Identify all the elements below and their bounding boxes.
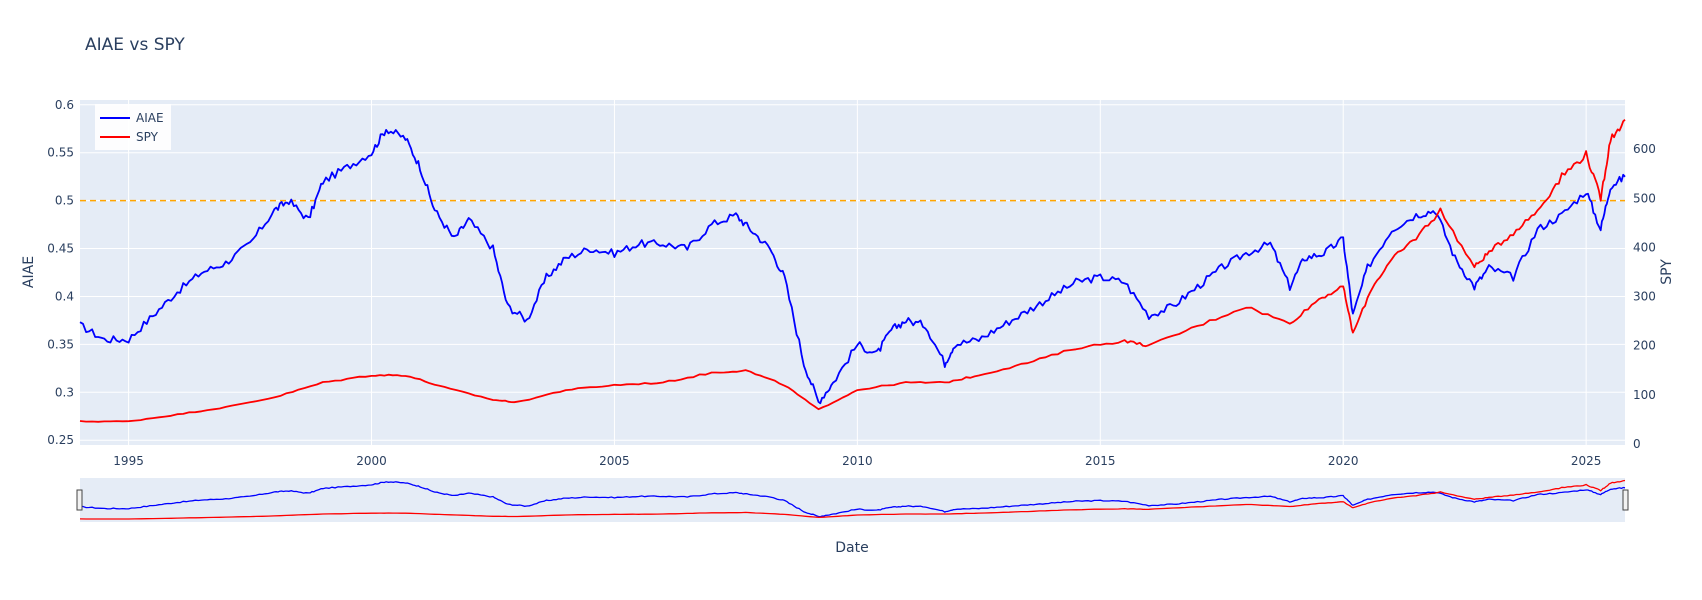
x-tick-label: 2015: [1085, 454, 1116, 468]
x-tick-label: 2005: [599, 454, 630, 468]
y-tick-label: 0.25: [47, 433, 74, 447]
range-slider-handle-left[interactable]: [76, 489, 83, 511]
x-tick-label: 2025: [1571, 454, 1602, 468]
series-lines: [79, 119, 1626, 423]
slider-line-spy: [79, 479, 1626, 520]
y2-axis: 0 100 200 300 400 500 600: [1633, 142, 1656, 451]
y-tick-label: 0.55: [47, 146, 74, 160]
series-line-spy: [79, 119, 1626, 423]
y-tick-label: 0.4: [55, 289, 74, 303]
x-tick-label: 2000: [356, 454, 387, 468]
x-tick-label: 1995: [113, 454, 144, 468]
legend-item-spy[interactable]: SPY: [100, 130, 159, 144]
range-slider-series: [79, 479, 1626, 520]
y2-tick-label: 600: [1633, 142, 1656, 156]
slider-line-aiae: [79, 481, 1626, 518]
y-axis-title: AIAE: [21, 256, 37, 288]
legend-label-spy: SPY: [136, 130, 159, 144]
legend-label-aiae: AIAE: [136, 111, 164, 125]
x-axis-title: Date: [835, 540, 868, 556]
legend-box: [95, 104, 171, 150]
y2-tick-label: 100: [1633, 388, 1656, 402]
legend-item-aiae[interactable]: AIAE: [100, 111, 164, 125]
range-slider[interactable]: [76, 478, 1629, 522]
x-tick-label: 2020: [1328, 454, 1359, 468]
y2-tick-label: 400: [1633, 240, 1656, 254]
y-tick-label: 0.45: [47, 242, 74, 256]
chart-title: AIAE vs SPY: [85, 35, 185, 55]
y-tick-label: 0.3: [55, 385, 74, 399]
y-tick-label: 0.35: [47, 337, 74, 351]
y2-tick-label: 200: [1633, 339, 1656, 353]
x-tick-label: 2010: [842, 454, 873, 468]
y-axis: 0.25 0.3 0.35 0.4 0.45 0.5 0.55 0.6: [47, 98, 74, 447]
y2-tick-label: 0: [1633, 437, 1641, 451]
y2-tick-label: 300: [1633, 290, 1656, 304]
plot-area[interactable]: [80, 100, 1625, 445]
series-line-aiae: [79, 129, 1626, 405]
range-slider-handle-right[interactable]: [1622, 489, 1629, 511]
x-axis: 1995 2000 2005 2010 2015 2020 2025: [113, 454, 1601, 468]
legend: AIAE SPY: [95, 104, 171, 150]
y-tick-label: 0.5: [55, 194, 74, 208]
y2-tick-label: 500: [1633, 191, 1656, 205]
y-tick-label: 0.6: [55, 98, 74, 112]
y2-axis-title: SPY: [1659, 259, 1675, 285]
